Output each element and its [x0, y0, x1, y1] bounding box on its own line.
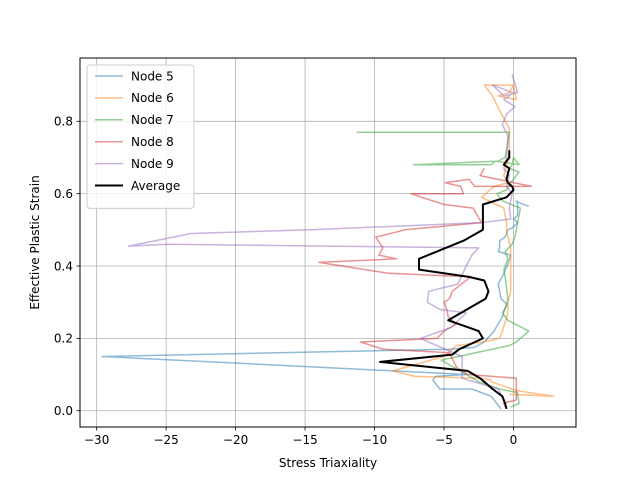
x-tick-label: −15: [292, 433, 317, 447]
series-line-average: [379, 150, 515, 410]
series-line-node-9: [127, 74, 519, 408]
x-tick-label: −20: [223, 433, 248, 447]
series-line-node-7: [356, 131, 530, 408]
legend-label-node-6: Node 6: [131, 91, 174, 105]
legend-label-node-7: Node 7: [131, 113, 174, 127]
series-line-node-6: [391, 84, 555, 398]
y-axis-label: Effective Plastic Strain: [28, 175, 42, 309]
x-tick-label: −30: [84, 433, 109, 447]
x-tick-label: 0: [510, 433, 518, 447]
legend-label-node-8: Node 8: [131, 135, 174, 149]
axes-frame: [79, 57, 577, 428]
plot-series: [101, 74, 555, 410]
series-line-node-8: [318, 167, 533, 405]
y-tick-label: 0.6: [54, 187, 73, 201]
y-tick-label: 0.4: [54, 259, 73, 273]
legend-label-average: Average: [131, 179, 180, 193]
x-axis-label: Stress Triaxiality: [279, 456, 377, 470]
x-tick-label: −10: [362, 433, 387, 447]
legend-label-node-5: Node 5: [131, 69, 174, 83]
grid: [80, 58, 576, 427]
legend-label-node-9: Node 9: [131, 157, 174, 171]
y-tick-label: 0.8: [54, 115, 73, 129]
x-tick-label: −25: [153, 433, 178, 447]
x-tick-label: −5: [435, 433, 453, 447]
y-tick-label: 0.0: [54, 404, 73, 418]
legend-box: [86, 64, 195, 209]
axis-ticks: −30 −25 −20 −15 −10 −5 0 0.0 0.2 0.4 0.6 0.8: [54, 115, 517, 447]
y-tick-label: 0.2: [54, 332, 73, 346]
legend: Node 5 Node 6 Node 7 Node 8 Node 9 Average: [86, 64, 195, 209]
